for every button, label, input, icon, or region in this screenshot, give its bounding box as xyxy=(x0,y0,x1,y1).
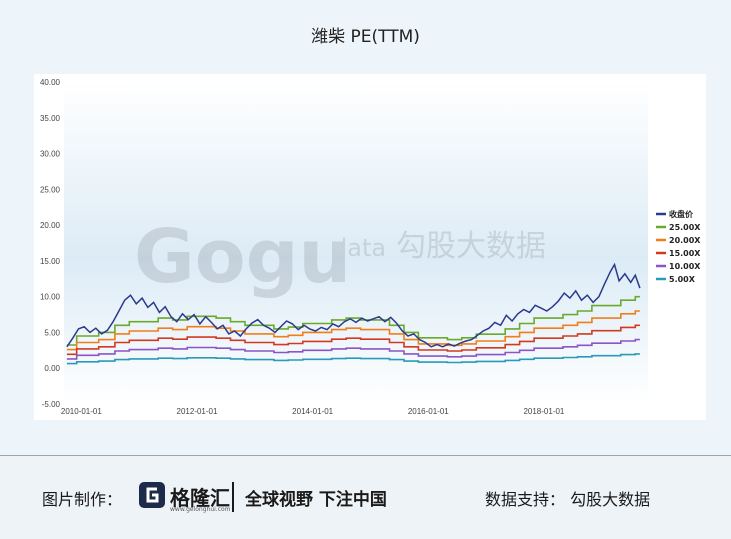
band-line-20.00X xyxy=(66,310,640,351)
chart-title: 潍柴 PE(TTM) xyxy=(311,27,420,47)
legend-label: 25.00X xyxy=(669,223,701,232)
legend-label: 15.00X xyxy=(669,249,701,258)
x-tick-label: 2012-01-01 xyxy=(177,407,218,416)
footer-vertical-divider xyxy=(232,482,234,512)
made-by-label: 图片制作： xyxy=(42,490,123,509)
axes: -5.00 0.00 5.00 10.00 15.00 20.00 25.00 30.00 35… xyxy=(40,78,565,416)
y-tick-label: 25.00 xyxy=(40,185,61,194)
band-line-5.00X xyxy=(66,353,640,365)
slogan: 全球视野 下注中国 xyxy=(245,490,387,510)
band-line-15.00X xyxy=(66,324,640,356)
watermark-cn: 勾股大数据 xyxy=(396,229,546,264)
legend-label: 10.00X xyxy=(669,262,701,271)
y-tick-label: 5.00 xyxy=(44,328,60,337)
chart-area: Gogu data 勾股大数据 -5.00 0.00 5.00 10.00 15.00 2… xyxy=(34,74,706,420)
x-tick-label: 2018-01-01 xyxy=(523,407,564,416)
series-layer xyxy=(66,262,641,365)
y-tick-label: 35.00 xyxy=(40,114,61,123)
watermark: Gogu data 勾股大数据 xyxy=(134,214,546,300)
band-line-10.00X xyxy=(66,338,640,360)
x-tick-label: 2014-01-01 xyxy=(292,407,333,416)
legend-label: 5.00X xyxy=(669,275,696,284)
y-tick-label: 10.00 xyxy=(40,293,61,302)
footer: 图片制作： 格隆汇 www.gelonghui.com 全球视野 下注中国 数据… xyxy=(0,456,731,539)
logo-name: 格隆汇 xyxy=(170,486,230,510)
band-line-25.00X xyxy=(66,295,640,346)
y-tick-label: 0.00 xyxy=(44,364,60,373)
y-tick-label: 15.00 xyxy=(40,257,61,266)
x-tick-label: 2010-01-01 xyxy=(61,407,102,416)
data-support-label: 数据支持： 勾股大数据 xyxy=(485,490,651,509)
watermark-latin: Gogu xyxy=(134,214,351,300)
pe-band-chart: Gogu data 勾股大数据 -5.00 0.00 5.00 10.00 15.00 2… xyxy=(40,78,701,416)
close-price-line xyxy=(66,262,641,348)
watermark-data: data xyxy=(332,234,386,262)
legend-label: 20.00X xyxy=(669,236,701,245)
y-tick-label: -5.00 xyxy=(42,400,61,409)
plot-background xyxy=(64,82,648,404)
y-tick-label: 40.00 xyxy=(40,78,61,87)
y-tick-label: 30.00 xyxy=(40,150,61,159)
logo-url: www.gelonghui.com xyxy=(170,506,231,513)
legend: 收盘价 25.00X 20.00X 15.00X 10.00X 5.00X xyxy=(656,209,701,284)
legend-label: 收盘价 xyxy=(669,209,694,219)
x-tick-label: 2016-01-01 xyxy=(408,407,449,416)
y-tick-label: 20.00 xyxy=(40,221,61,230)
footer-divider-line xyxy=(0,455,731,456)
gelonghui-logo-icon xyxy=(139,482,165,508)
